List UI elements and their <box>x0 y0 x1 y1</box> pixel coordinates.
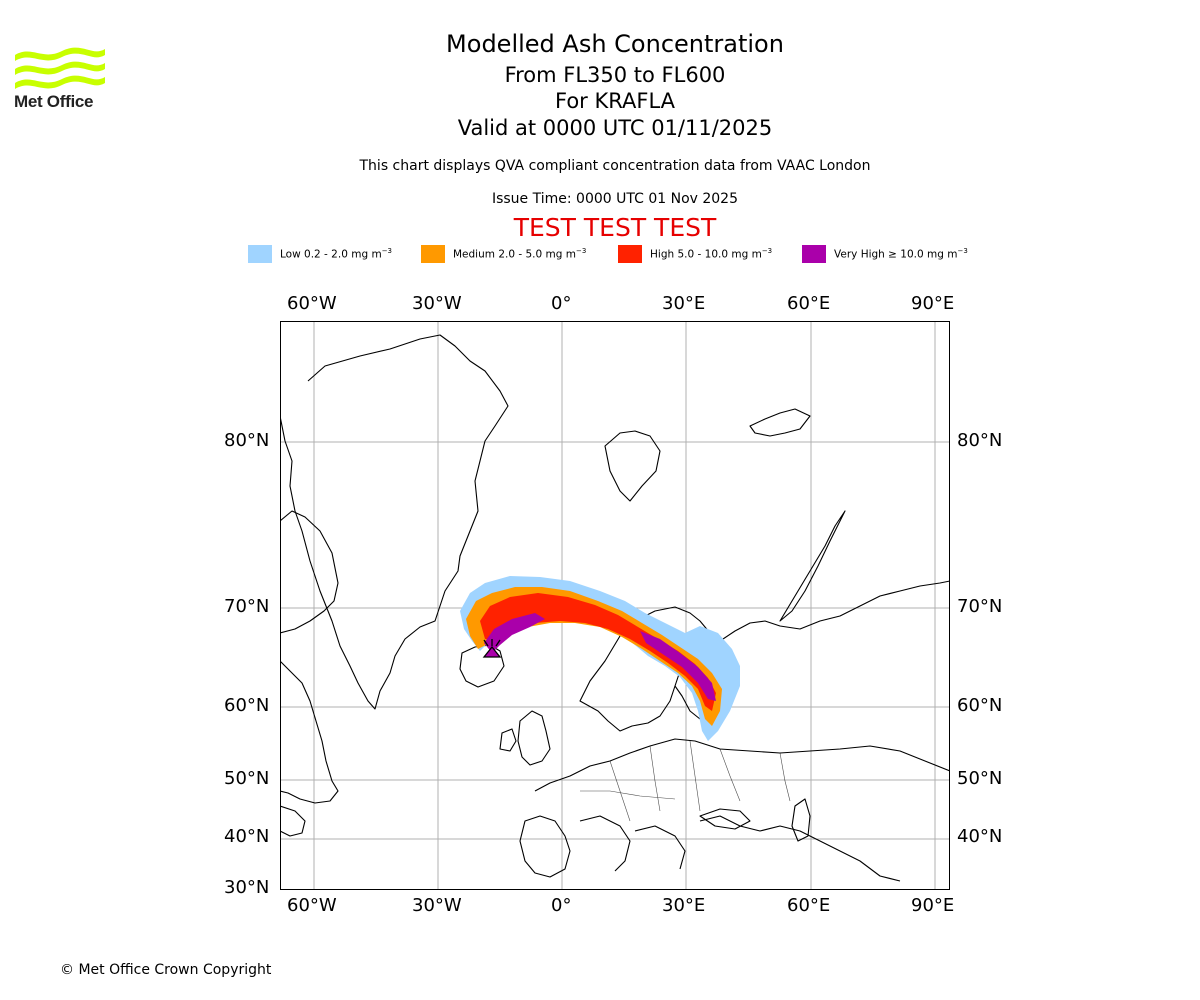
lon-label-bottom-60w: 60°W <box>287 895 337 916</box>
lat-label-left-60n: 60°N <box>224 695 270 716</box>
legend-label-very-high: Very High ≥ 10.0 mg m−3 <box>834 247 968 261</box>
lat-label-left-30n: 30°N <box>224 877 270 898</box>
lat-label-right-80n: 80°N <box>957 430 1003 451</box>
lon-label-bottom-30w: 30°W <box>412 895 462 916</box>
country-borders <box>580 740 791 822</box>
issue-time: Issue Time: 0000 UTC 01 Nov 2025 <box>491 191 739 207</box>
volcano-name: For KRAFLA <box>555 89 675 113</box>
legend-label-high: High 5.0 - 10.0 mg m−3 <box>650 247 773 261</box>
lat-label-right-40n: 40°N <box>957 826 1003 847</box>
legend-label-medium: Medium 2.0 - 5.0 mg m−3 <box>453 247 587 261</box>
legend-label-low: Low 0.2 - 2.0 mg m−3 <box>280 247 393 261</box>
legend-item-low: Low 0.2 - 2.0 mg m−3 <box>248 244 392 264</box>
flight-levels: From FL350 to FL600 <box>504 63 726 87</box>
legend-swatch-medium <box>421 245 445 263</box>
lon-label-top-30w: 30°W <box>412 293 462 314</box>
met-office-logo-text: Met Office <box>14 92 94 111</box>
lat-label-left-40n: 40°N <box>224 826 270 847</box>
legend-swatch-low <box>248 245 272 263</box>
chart-title: Modelled Ash Concentration <box>446 30 784 58</box>
lon-label-bottom-90e: 90°E <box>911 895 955 916</box>
lat-label-right-70n: 70°N <box>957 596 1003 617</box>
compliance-note: This chart displays QVA compliant concen… <box>359 158 871 174</box>
valid-time: Valid at 0000 UTC 01/11/2025 <box>457 116 773 140</box>
lon-label-top-60w: 60°W <box>287 293 337 314</box>
volcano-marker-icon <box>482 639 502 658</box>
lon-label-top-60e: 60°E <box>787 293 831 314</box>
legend-swatch-high <box>618 245 642 263</box>
lon-label-top-90e: 90°E <box>911 293 955 314</box>
lon-label-top-30e: 30°E <box>662 293 706 314</box>
lat-label-left-50n: 50°N <box>224 768 270 789</box>
ash-concentration-map <box>280 321 950 890</box>
legend-item-very-high: Very High ≥ 10.0 mg m−3 <box>802 244 968 264</box>
ash-very-high <box>484 613 545 653</box>
legend-swatch-very-high <box>802 245 826 263</box>
ash-high <box>480 593 716 711</box>
legend-item-high: High 5.0 - 10.0 mg m−3 <box>618 244 772 264</box>
legend-item-medium: Medium 2.0 - 5.0 mg m−3 <box>421 244 586 264</box>
test-banner: TEST TEST TEST <box>513 213 717 242</box>
ash-very-high-east <box>640 631 716 701</box>
lat-label-right-60n: 60°N <box>957 695 1003 716</box>
lat-label-right-50n: 50°N <box>957 768 1003 789</box>
met-office-logo <box>15 47 105 89</box>
lat-label-left-70n: 70°N <box>224 596 270 617</box>
lon-label-top-0: 0° <box>551 293 572 314</box>
lon-label-bottom-30e: 30°E <box>662 895 706 916</box>
lon-label-bottom-60e: 60°E <box>787 895 831 916</box>
lon-label-bottom-0: 0° <box>551 895 572 916</box>
copyright-notice: © Met Office Crown Copyright <box>60 962 272 978</box>
lat-label-left-80n: 80°N <box>224 430 270 451</box>
